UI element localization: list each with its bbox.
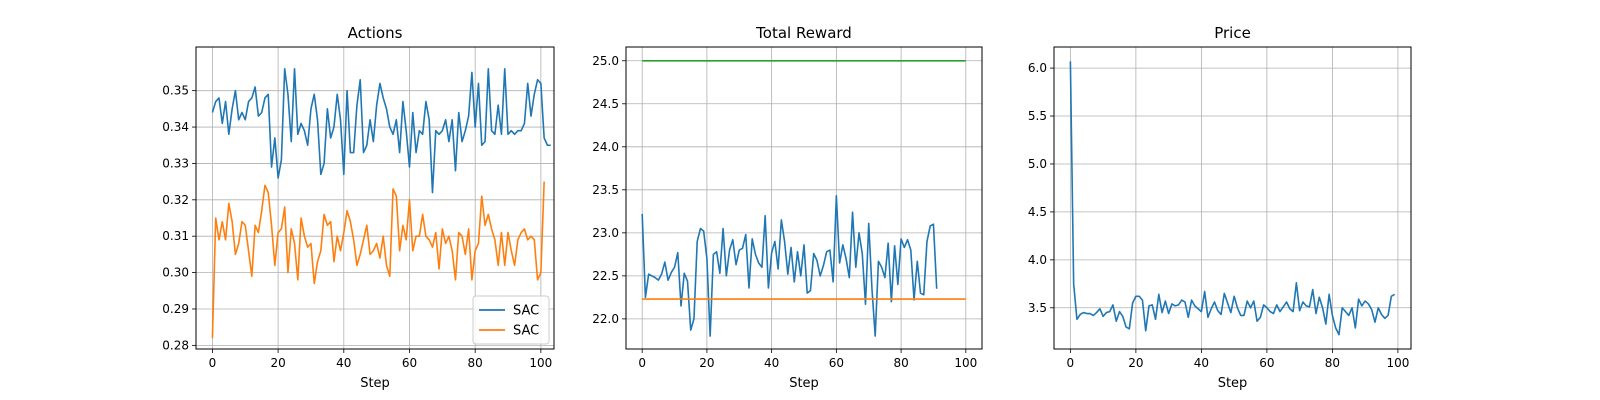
chart-title: Actions (348, 24, 403, 42)
x-tick-label: 20 (270, 356, 285, 370)
y-tick-label: 22.0 (592, 312, 619, 326)
legend-label: SAC (513, 324, 539, 339)
y-tick-label: 24.5 (592, 97, 619, 111)
chart-title: Total Reward (755, 24, 852, 42)
y-tick-label: 4.0 (1028, 253, 1047, 267)
x-tick-label: 60 (402, 356, 417, 370)
x-tick-label: 0 (1067, 356, 1075, 370)
y-tick-label: 25.0 (592, 54, 619, 68)
y-tick-label: 24.0 (592, 140, 619, 154)
y-tick-label: 0.31 (162, 229, 189, 243)
chart-total-reward: 0 20 40 60 80 100 22.0 22.5 23.0 23.5 24.0 24.5 25.0… (592, 24, 983, 391)
legend-label: SAC (513, 304, 539, 319)
axes-frame (195, 46, 555, 350)
chart-actions: 0 20 40 60 80 100 0.28 0.29 0.30 0.31 0.32 0.33 0.34… (162, 24, 555, 391)
y-tick-label: 0.32 (162, 193, 189, 207)
legend: SAC SAC (472, 295, 550, 345)
x-tick-label: 100 (529, 356, 552, 370)
x-tick-label: 80 (893, 356, 908, 370)
x-tick-label: 100 (1386, 356, 1409, 370)
chart-title: Price (1214, 24, 1251, 42)
axes-frame (625, 46, 983, 350)
y-tick-label: 23.0 (592, 226, 619, 240)
y-tick-label: 23.5 (592, 183, 619, 197)
x-tick-label: 60 (829, 356, 844, 370)
x-tick-label: 20 (699, 356, 714, 370)
y-tick-label: 4.5 (1028, 205, 1047, 219)
y-tick-label: 0.33 (162, 156, 189, 170)
y-tick-label: 0.29 (162, 302, 189, 316)
x-tick-label: 0 (209, 356, 217, 370)
x-tick-label: 40 (336, 356, 351, 370)
chart-price: 0 20 40 60 80 100 3.5 4.0 4.5 5.0 5.5 6.0 Price Step (1028, 24, 1412, 391)
x-tick-label: 40 (1194, 356, 1209, 370)
x-tick-label: 0 (638, 356, 646, 370)
y-tick-label: 5.0 (1028, 157, 1047, 171)
legend-box (472, 295, 550, 345)
x-axis-label: Step (789, 376, 819, 391)
x-tick-label: 80 (468, 356, 483, 370)
x-axis-label: Step (360, 376, 390, 391)
x-axis-label: Step (1218, 376, 1248, 391)
series-line-blue (1069, 61, 1396, 336)
x-tick-label: 40 (764, 356, 779, 370)
x-tick-label: 80 (1325, 356, 1340, 370)
y-tick-label: 5.5 (1028, 109, 1047, 123)
x-tick-label: 60 (1259, 356, 1274, 370)
y-tick-label: 3.5 (1028, 301, 1047, 315)
y-tick-label: 0.30 (162, 266, 189, 280)
y-tick-label: 6.0 (1028, 61, 1047, 75)
x-tick-label: 20 (1128, 356, 1143, 370)
axes-frame (1053, 46, 1412, 350)
y-tick-label: 0.34 (162, 120, 189, 134)
y-tick-label: 0.28 (162, 338, 189, 352)
series-line-orange (211, 181, 545, 339)
y-tick-label: 0.35 (162, 84, 189, 98)
series-line-blue (211, 68, 551, 194)
y-tick-label: 22.5 (592, 269, 619, 283)
x-tick-label: 100 (954, 356, 977, 370)
series-line-blue (641, 195, 938, 337)
